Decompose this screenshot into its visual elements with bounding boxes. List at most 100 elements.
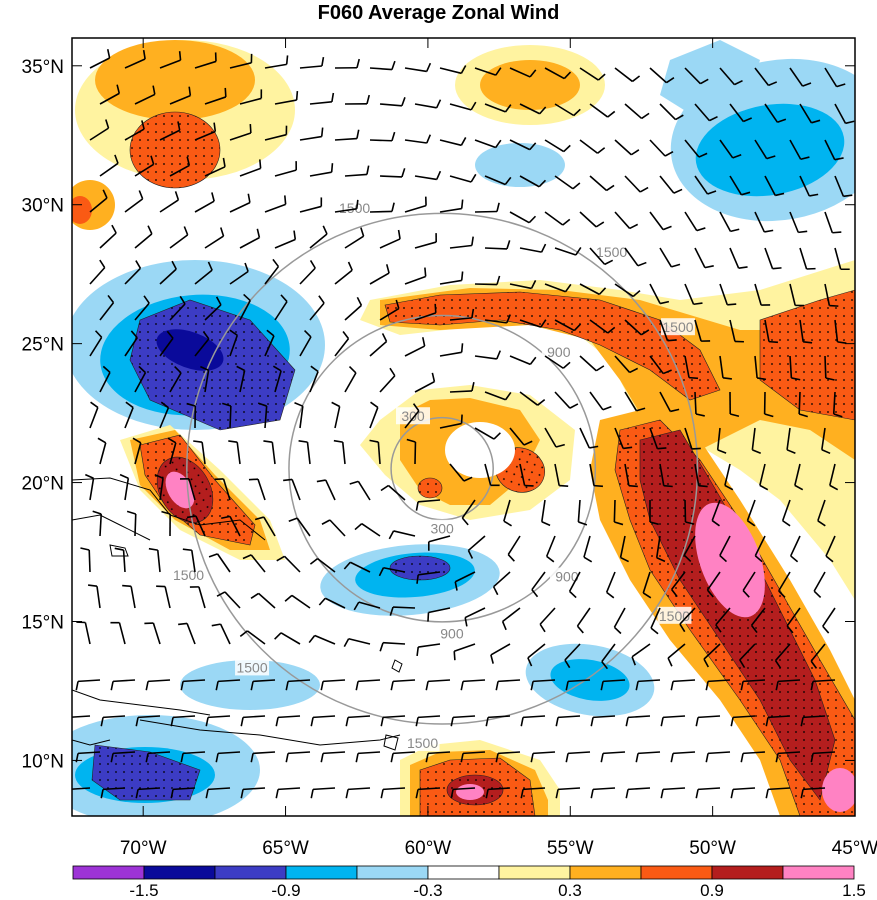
- ring-label-1500: 1500: [236, 659, 267, 675]
- wind-barb-flag: [782, 520, 791, 527]
- wind-barb-flag: [775, 681, 779, 691]
- wind-barb: [229, 270, 249, 285]
- wind-barb: [417, 715, 441, 719]
- wind-barb: [754, 139, 768, 160]
- wind-barb-flag: [389, 367, 396, 377]
- wind-barb-flag: [730, 228, 740, 233]
- colorbar-swatch: [356, 865, 429, 880]
- wind-barb: [461, 499, 476, 519]
- wind-barb-flag: [90, 401, 99, 409]
- wind-barb-flag: [530, 681, 534, 691]
- wind-barb: [509, 283, 532, 290]
- wind-barb: [217, 679, 241, 683]
- wind-barb-flag: [250, 592, 259, 600]
- wind-barb: [834, 103, 847, 124]
- wind-barb: [418, 571, 441, 576]
- wind-barb: [579, 283, 600, 296]
- wind-barb: [334, 208, 357, 213]
- wind-barb-flag: [345, 717, 349, 727]
- wind-barb: [306, 442, 311, 465]
- wind-barb: [274, 99, 297, 105]
- wind-barb-flag: [625, 789, 629, 799]
- wind-barb: [379, 175, 403, 178]
- pink-spiral: [695, 502, 765, 618]
- wind-barb-flag: [110, 681, 114, 691]
- wind-barb-flag: [298, 440, 308, 443]
- wind-barb: [344, 372, 357, 393]
- wind-barb-flag: [800, 156, 810, 161]
- wind-barb: [754, 355, 758, 378]
- wind-barb: [706, 571, 721, 591]
- wind-barb: [309, 171, 332, 177]
- wind-barb-flag: [673, 188, 683, 194]
- wind-barb-flag: [415, 717, 419, 727]
- wind-barb: [589, 175, 608, 192]
- wind-barb-flag: [295, 91, 299, 101]
- wind-barb-flag: [216, 591, 226, 597]
- wind-barb: [124, 58, 146, 69]
- wind-barb: [159, 478, 164, 501]
- wind-barb-flag: [205, 789, 209, 799]
- wind-barb: [229, 201, 251, 213]
- wind-barb-flag: [700, 78, 709, 85]
- wind-barb: [379, 238, 401, 249]
- wind-barb-flag: [207, 261, 213, 271]
- wind-barb: [490, 643, 511, 656]
- wind-barb: [439, 207, 462, 213]
- colorbar-label: -0.3: [413, 881, 442, 900]
- wind-barb-flag: [272, 365, 282, 372]
- wind-barb: [719, 283, 729, 306]
- wind-barb: [148, 824, 170, 825]
- wind-barb-flag: [777, 118, 787, 123]
- wind-barb: [824, 211, 834, 234]
- wind-barb: [824, 355, 827, 379]
- wind-barb-flag: [485, 789, 489, 799]
- wind-barb-flag: [506, 240, 511, 250]
- wind-barb-flag: [598, 287, 607, 295]
- wind-barb: [414, 175, 437, 181]
- wind-barb: [649, 67, 667, 84]
- wind-barb-flag: [800, 789, 804, 799]
- wind-barb-flag: [540, 319, 547, 328]
- wind-barb-flag: [660, 717, 664, 727]
- wind-barb: [194, 200, 215, 213]
- wind-barb-flag: [740, 753, 744, 763]
- wind-barb-flag: [215, 296, 222, 306]
- wind-barb-flag: [703, 658, 710, 668]
- wind-barb-flag: [125, 401, 134, 409]
- wind-barb-flag: [180, 681, 184, 691]
- wind-barb: [589, 103, 609, 118]
- wind-barb: [317, 557, 336, 573]
- wind-barb-flag: [369, 439, 379, 443]
- wind-barb: [383, 566, 406, 573]
- ring-label-bg: [425, 519, 460, 537]
- wind-barb-flag: [640, 329, 650, 336]
- wind-barb-flag: [730, 789, 734, 799]
- ring-label-1500: 1500: [596, 244, 627, 260]
- wind-barb: [169, 234, 189, 249]
- wind-barb: [369, 272, 390, 285]
- colorbar-swatch: [498, 865, 571, 880]
- wind-barb-flag: [546, 555, 555, 563]
- wind-barb: [509, 211, 530, 224]
- wind-barb-flag: [424, 267, 427, 277]
- wind-barb-flag: [259, 159, 262, 169]
- wind-barb-flag: [794, 484, 804, 491]
- wind-barb: [296, 517, 311, 537]
- wind-barb: [462, 679, 486, 683]
- wind-barb: [794, 463, 801, 486]
- wind-barb: [463, 824, 485, 825]
- wind-barb-flag: [635, 753, 639, 763]
- wind-barb: [715, 607, 731, 626]
- wind-barb-flag: [693, 302, 703, 306]
- wind-barb: [694, 103, 711, 122]
- wind-barb: [417, 787, 441, 791]
- wind-barb-flag: [353, 601, 360, 611]
- wind-barb: [96, 586, 101, 609]
- wind-barb-flag: [222, 402, 232, 407]
- wind-barb: [122, 549, 126, 573]
- wind-barb-flag: [331, 92, 335, 102]
- ring-label-bg: [434, 624, 469, 642]
- wind-barb: [449, 390, 473, 393]
- wind-barb: [428, 824, 450, 825]
